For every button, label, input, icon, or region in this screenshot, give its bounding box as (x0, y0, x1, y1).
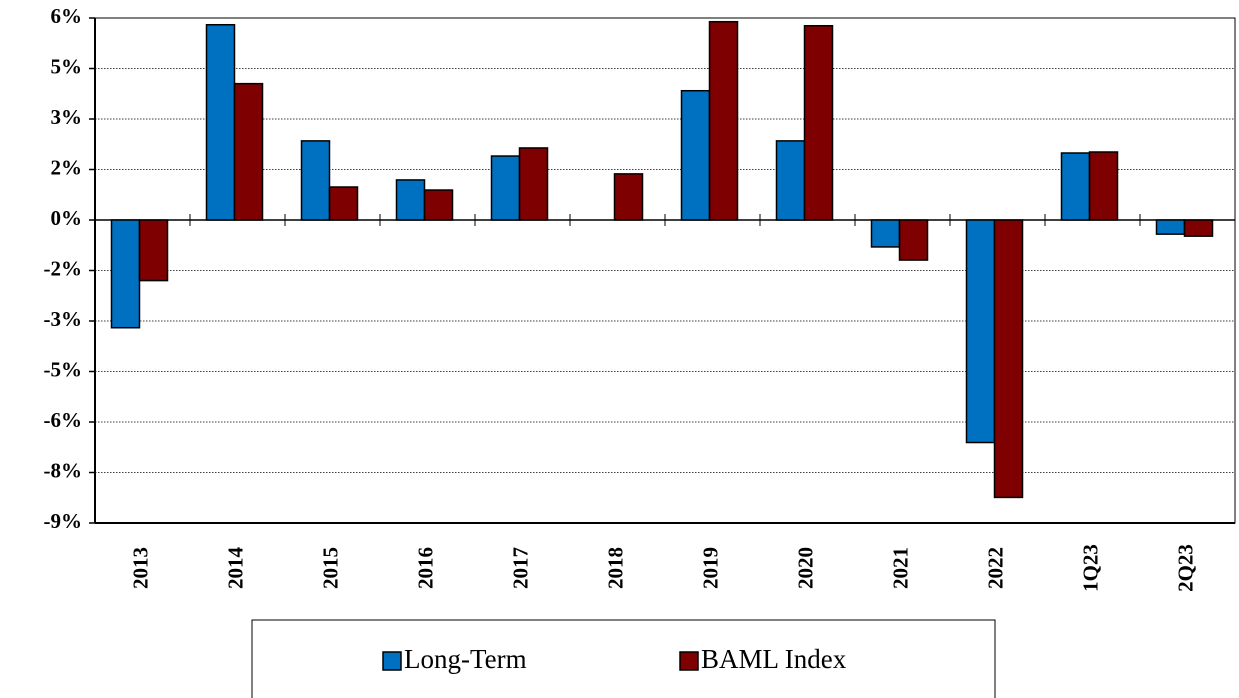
y-tick-label: -2% (44, 256, 83, 280)
x-tick-label: 2016 (413, 547, 437, 589)
legend-swatch (679, 651, 699, 671)
bar (518, 147, 549, 221)
y-tick-label: 2% (51, 155, 83, 179)
legend-label: Long-Term (404, 644, 527, 674)
y-tick-label: -9% (44, 509, 83, 533)
bar (775, 140, 806, 221)
x-tick-label: 2020 (793, 547, 817, 589)
legend-label: BAML Index (701, 644, 847, 674)
bar (993, 219, 1024, 499)
bar (423, 189, 454, 221)
bar (898, 219, 929, 261)
bar (395, 179, 426, 221)
x-tick-label: 1Q23 (1078, 544, 1102, 592)
y-tick-label: -5% (44, 357, 83, 381)
y-tick-label: -8% (44, 458, 83, 482)
bar (1088, 151, 1119, 221)
bar (680, 89, 711, 221)
y-tick-label: 6% (51, 4, 83, 28)
bar (328, 186, 359, 221)
bar (870, 219, 901, 248)
bar (708, 20, 739, 221)
bar (205, 23, 236, 221)
bar (965, 219, 996, 444)
y-tick-label: 5% (51, 54, 83, 78)
x-tick-label: 2014 (223, 547, 247, 590)
bar (138, 219, 169, 282)
y-tick-label: -6% (44, 408, 83, 432)
bar (1060, 152, 1091, 221)
bar (1183, 219, 1214, 237)
x-tick-label: 2022 (983, 547, 1007, 589)
x-tick-label: 2021 (888, 547, 912, 589)
bar (803, 24, 834, 221)
y-tick-label: -3% (44, 307, 83, 331)
bar (233, 82, 264, 221)
x-tick-label: 2018 (603, 547, 627, 589)
bar (490, 155, 521, 221)
legend-box (251, 619, 996, 698)
x-tick-label: 2019 (698, 547, 722, 589)
x-tick-label: 2017 (508, 547, 532, 589)
legend-swatch (382, 651, 402, 671)
bar (1155, 219, 1186, 235)
y-tick-label: 0% (51, 206, 83, 230)
bar (300, 140, 331, 221)
bar (613, 173, 644, 221)
bar (110, 219, 141, 329)
x-tick-label: 2015 (318, 547, 342, 589)
x-tick-label: 2Q23 (1173, 544, 1197, 592)
x-tick-label: 2013 (128, 547, 152, 589)
y-tick-label: 3% (51, 105, 83, 129)
